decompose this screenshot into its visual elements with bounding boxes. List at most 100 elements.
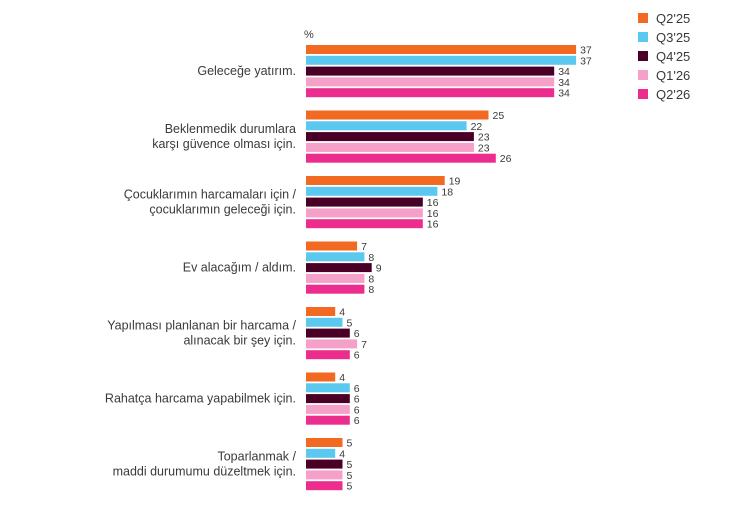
legend: Q2'25 Q3'25 Q4'25 Q1'26 Q2'26 <box>638 11 690 102</box>
bar <box>306 77 555 87</box>
category-label: Yapılması planlanan bir harcama / <box>107 319 296 333</box>
bar <box>306 448 336 458</box>
data-label: 9 <box>376 263 382 275</box>
category-label: alınacak bir şey için. <box>183 334 296 348</box>
bar <box>306 383 350 393</box>
bar <box>306 459 343 469</box>
bar <box>306 153 496 163</box>
legend-item: Q1'26 <box>638 68 690 83</box>
legend-swatch <box>638 89 648 99</box>
bar <box>306 176 445 185</box>
data-label: 19 <box>449 176 461 188</box>
category-label: Rahatça harcama yapabilmek için. <box>105 392 296 406</box>
bar <box>306 470 343 480</box>
legend-swatch <box>638 51 648 61</box>
bar <box>306 132 474 142</box>
data-label: 6 <box>354 394 360 406</box>
legend-swatch <box>638 13 648 23</box>
bar <box>306 394 350 404</box>
data-label: 6 <box>354 383 360 395</box>
category-label: Çocuklarımın harcamaları için / <box>124 188 297 202</box>
bar <box>306 415 350 425</box>
bar <box>306 110 489 120</box>
legend-swatch <box>638 32 648 42</box>
legend-label: Q2'26 <box>656 87 690 102</box>
bar <box>306 45 577 54</box>
data-label: 22 <box>471 121 483 133</box>
bar <box>306 186 438 196</box>
bar <box>306 438 343 447</box>
data-label: 18 <box>441 186 453 198</box>
data-label: 8 <box>368 252 374 264</box>
bar <box>306 328 350 338</box>
bar <box>306 350 350 360</box>
data-label: 6 <box>354 415 360 427</box>
bar <box>306 219 423 229</box>
category-label: karşı güvence olması için. <box>152 137 296 151</box>
category-group: Yapılması planlanan bir harcama /alınaca… <box>107 307 367 362</box>
category-group: Toparlanmak /maddi durumumu düzeltmek iç… <box>113 438 353 493</box>
bar <box>306 372 336 382</box>
data-label: 5 <box>347 470 353 482</box>
bar <box>306 252 365 262</box>
legend-item: Q2'26 <box>638 87 690 102</box>
data-label: 4 <box>339 448 345 460</box>
bar <box>306 66 555 76</box>
data-label: 23 <box>478 132 490 144</box>
legend-label: Q4'25 <box>656 49 690 64</box>
bar <box>306 55 577 65</box>
data-label: 4 <box>339 372 345 384</box>
data-label: 16 <box>427 197 439 209</box>
legend-label: Q3'25 <box>656 30 690 45</box>
legend-item: Q4'25 <box>638 49 690 64</box>
bar <box>306 197 423 207</box>
data-label: 37 <box>580 45 592 57</box>
data-label: 8 <box>368 284 374 296</box>
bar <box>306 263 372 273</box>
data-label: 37 <box>580 55 592 67</box>
bar <box>306 404 350 414</box>
bar <box>306 307 336 316</box>
data-label: 26 <box>500 153 512 165</box>
bar <box>306 88 555 98</box>
legend-swatch <box>638 70 648 80</box>
legend-item: Q3'25 <box>638 30 690 45</box>
bar <box>306 317 343 327</box>
data-label: 6 <box>354 404 360 416</box>
data-label: 23 <box>478 142 490 154</box>
data-label: 7 <box>361 241 367 253</box>
bar <box>306 208 423 218</box>
legend-item: Q2'25 <box>638 11 690 26</box>
data-label: 34 <box>558 88 570 100</box>
bar <box>306 481 343 491</box>
data-label: 16 <box>427 219 439 231</box>
data-label: 8 <box>368 273 374 285</box>
unit-label: % <box>304 29 314 41</box>
bar <box>306 339 358 349</box>
bar <box>306 241 358 251</box>
data-label: 34 <box>558 77 570 89</box>
category-label: Geleceğe yatırım. <box>197 64 296 78</box>
data-label: 5 <box>347 438 353 450</box>
data-label: 5 <box>347 459 353 471</box>
legend-label: Q2'25 <box>656 11 690 26</box>
data-label: 16 <box>427 208 439 220</box>
data-label: 5 <box>347 481 353 493</box>
data-label: 4 <box>339 307 345 319</box>
data-label: 34 <box>558 66 570 78</box>
category-group: Çocuklarımın harcamaları için /çocukları… <box>124 176 461 231</box>
data-label: 5 <box>347 317 353 329</box>
category-label: çocuklarımın geleceği için. <box>149 203 296 217</box>
data-label: 7 <box>361 339 367 351</box>
data-label: 25 <box>493 110 505 122</box>
bar <box>306 273 365 283</box>
bar <box>306 142 474 152</box>
category-label: Ev alacağım / aldım. <box>183 261 296 275</box>
bar <box>306 121 467 131</box>
